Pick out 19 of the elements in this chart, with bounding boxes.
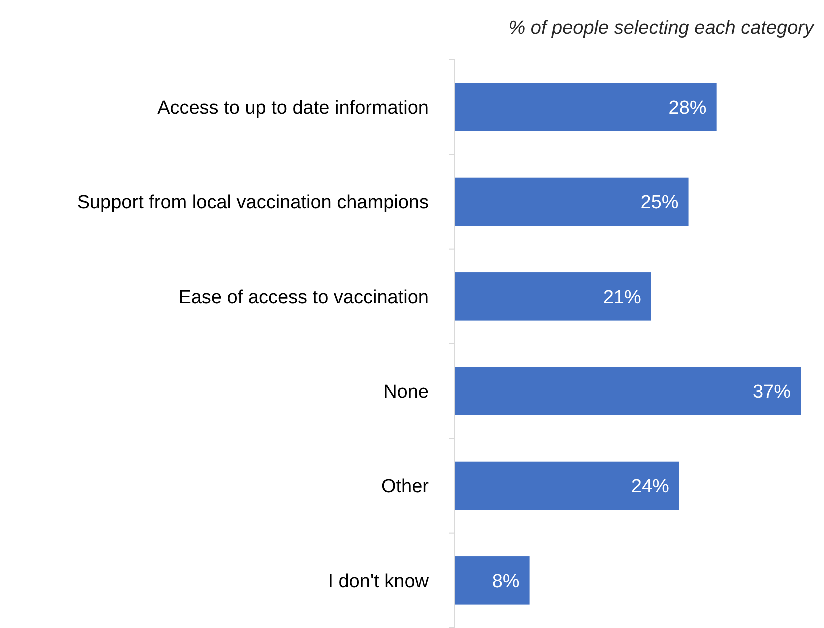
bar bbox=[455, 83, 717, 132]
bar bbox=[455, 272, 652, 321]
y-tick-label: I don't know bbox=[328, 571, 430, 592]
data-label: 25% bbox=[640, 192, 679, 214]
bar bbox=[455, 367, 801, 416]
y-tick-label: Support from local vaccination champions bbox=[77, 192, 429, 214]
bar bbox=[455, 462, 680, 510]
data-label: 37% bbox=[752, 382, 792, 403]
data-label: 28% bbox=[668, 98, 707, 119]
y-tick-label: None bbox=[384, 382, 429, 403]
data-label: 21% bbox=[603, 287, 642, 308]
y-tick-label: Ease of access to vaccination bbox=[178, 287, 429, 308]
y-tick-label: Access to up to date information bbox=[158, 98, 429, 119]
data-label: 24% bbox=[631, 476, 670, 498]
y-tick-label: Other bbox=[381, 476, 430, 498]
bar bbox=[455, 556, 530, 605]
bar bbox=[455, 178, 689, 226]
chart-title: % of people selecting each category bbox=[508, 18, 816, 39]
data-label: 8% bbox=[492, 571, 520, 592]
